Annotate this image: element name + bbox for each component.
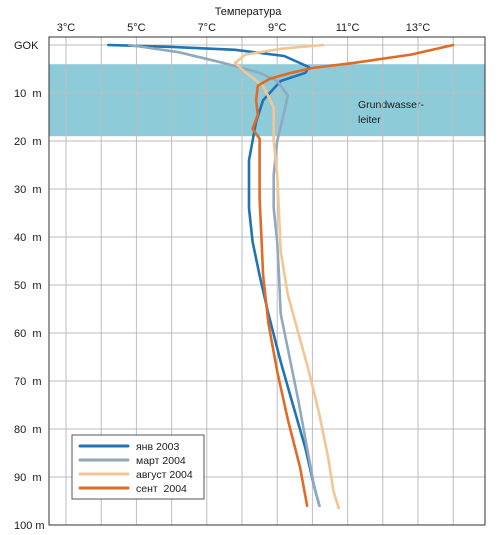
- x-tick-label: 5°C: [127, 22, 146, 34]
- y-tick-label: 10 m: [14, 88, 42, 100]
- legend-label: август 2004: [136, 469, 193, 481]
- y-tick-label: 70 m: [14, 376, 42, 388]
- legend-label: янв 2003: [136, 441, 179, 453]
- y-tick-label: 20 m: [14, 136, 42, 148]
- aquifer-label: Grundwasser-: [358, 99, 424, 111]
- y-tick-labels: GOK 10 m 20 m 30 m 40 m 50 m 60 m 70 m 80 m 90 m 1…: [14, 40, 45, 532]
- legend-label: сент 2004: [136, 483, 187, 495]
- x-tick-label: 7°C: [198, 22, 217, 34]
- y-tick-label: 40 m: [14, 232, 42, 244]
- y-tick-label: 80 m: [14, 424, 42, 436]
- y-tick-label: GOK: [14, 40, 39, 52]
- series-line-1: [106, 43, 321, 508]
- x-tick-label: 3°C: [57, 22, 76, 34]
- legend: янв 2003 март 2004 август 2004 сент 2004: [71, 434, 205, 500]
- y-tick-label: 50 m: [14, 280, 42, 292]
- x-tick-label: 11°C: [336, 22, 360, 34]
- aquifer-label: leiter: [358, 114, 381, 126]
- x-tick-label: 9°C: [268, 22, 287, 34]
- y-tick-label: 30 m: [14, 184, 42, 196]
- y-tick-label: 90 m: [14, 472, 42, 484]
- series-lines: [106, 43, 455, 510]
- y-tick-label: 60 m: [14, 328, 42, 340]
- series-line-4: [251, 43, 455, 508]
- series-line-3: [233, 43, 341, 510]
- x-tick-label: 13°C: [406, 22, 431, 34]
- x-tick-labels: 3°C 5°C 7°C 9°C 11°C 13°C: [57, 22, 431, 34]
- x-axis-label: Температура: [215, 6, 283, 18]
- y-tick-label: 100 m: [14, 520, 45, 532]
- plot-frame: [48, 36, 486, 526]
- legend-label: март 2004: [136, 455, 186, 467]
- series-line-2: [128, 43, 321, 508]
